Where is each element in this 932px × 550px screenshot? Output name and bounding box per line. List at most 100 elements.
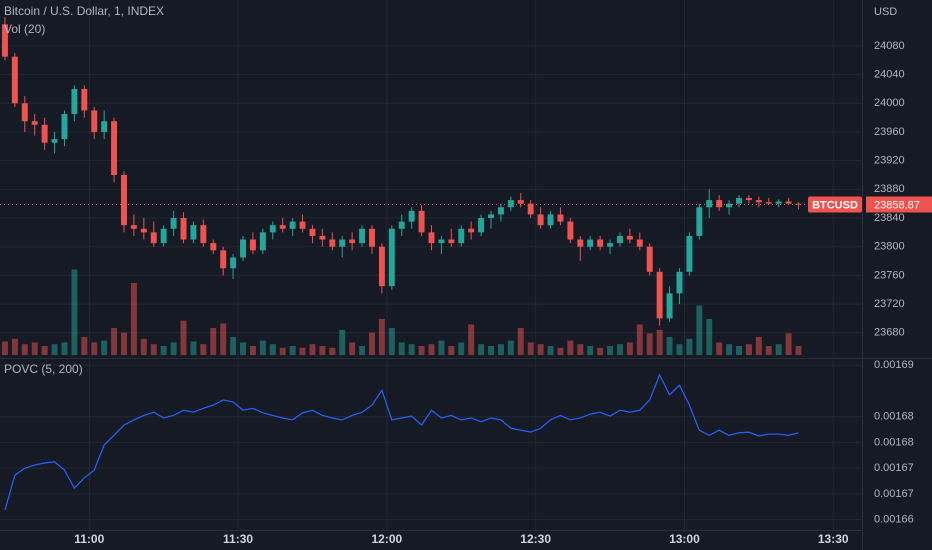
y-tick-label: 23680 [874,327,905,339]
candle-body [468,228,475,233]
volume-bar [249,346,256,355]
y-tick-label: 0.00168 [874,436,914,448]
y-tick-label: 23920 [874,155,905,167]
last-price-badge [866,196,932,213]
candle-body [339,239,346,247]
candle-body [121,174,127,226]
volume-bar [299,347,306,355]
volume-bar [676,344,683,355]
candle-body [785,201,792,204]
volume-bar [587,346,594,355]
candle-body [289,221,296,229]
candle-body [398,221,405,229]
volume-bar [408,344,415,355]
volume-bar [259,340,266,355]
candle-body [269,225,276,233]
candle-body [448,239,455,244]
volume-bar [220,323,227,355]
volume-bar [269,344,276,355]
candle-body [31,121,38,125]
candle-body [319,235,326,240]
x-tick-label: 12:30 [520,532,551,546]
candle-body [616,235,623,244]
candle-body [220,250,227,269]
candle-body [51,139,58,143]
volume-bar [378,319,385,355]
volume-bar [716,342,723,355]
volume-bar [537,344,544,355]
volume-bar [329,347,336,355]
candle-body [101,121,108,132]
y-tick-label: 23800 [874,241,905,253]
volume-bar [61,342,68,355]
candle-body [160,228,167,244]
volume-bar [448,346,455,355]
volume-bar [289,346,296,355]
volume-bar [309,344,316,355]
candle-body [517,200,524,204]
candle-body [408,210,415,222]
y-tick-label: 23720 [874,298,905,310]
volume-bar [438,340,445,355]
candle-body [428,232,435,244]
currency-label: USD [874,6,897,18]
volume-bar [319,346,326,355]
volume-bar [81,337,88,355]
candle-body [607,243,614,247]
candle-body [646,246,653,272]
candle-body [299,221,306,229]
volume-bar [577,344,584,355]
candle-body [626,235,633,240]
symbol-label: BTCUSD [812,199,858,211]
volume-bar [567,340,574,355]
y-tick-label: 23880 [874,183,905,195]
candle-body [140,228,147,233]
candle-body [279,225,286,229]
candle-body [438,239,445,244]
candle-body [418,210,425,233]
candle-body [150,232,157,244]
candle-body [696,207,703,236]
candle-body [775,201,782,204]
volume-bar [200,344,207,355]
candle-body [686,235,693,272]
volume-bar [626,342,633,355]
candle-body [130,225,137,229]
volume-bar [101,340,108,355]
candle-body [478,218,485,233]
volume-bar [339,329,346,355]
x-tick-label: 12:00 [372,532,403,546]
candle-body [309,228,316,236]
volume-bar [696,305,703,355]
volume-bar [210,328,217,355]
candle-body [587,239,594,247]
volume-bar [160,346,167,355]
volume-bar [557,347,564,355]
volume-bar [388,328,395,355]
volume-bar [349,342,356,355]
volume-bar [428,344,435,355]
volume-bar [507,340,514,355]
candle-body [249,239,256,251]
candle-body [488,214,494,219]
candle-body [71,88,78,115]
y-tick-label: 24040 [874,68,905,80]
volume-bar [398,342,405,355]
y-tick-label: 0.00167 [874,462,914,474]
volume-bar [745,344,752,355]
volume-bar [706,319,713,355]
volume-bar [140,338,147,355]
volume-bar [597,347,604,355]
candle-body [61,114,68,140]
candle-body [547,214,554,226]
candle-body [527,203,534,215]
volume-bar [468,324,475,355]
candle-body [190,225,197,240]
chart-title: Bitcoin / U.S. Dollar, 1, INDEX [4,4,164,18]
marks [0,17,862,511]
candle-body [200,225,207,244]
candle-body [111,121,118,175]
candle-body [91,110,98,132]
candle-body [507,200,514,208]
povc-line [4,373,799,511]
